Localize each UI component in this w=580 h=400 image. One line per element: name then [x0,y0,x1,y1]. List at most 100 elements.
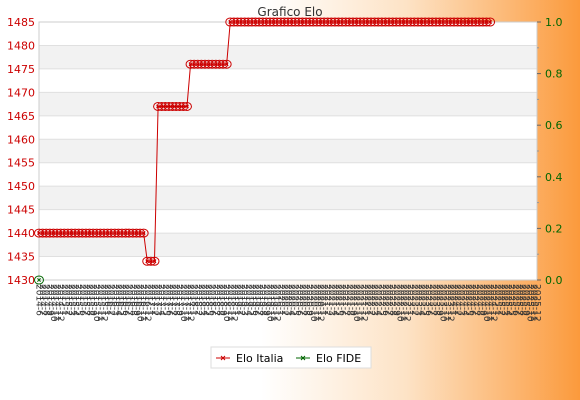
data-point [376,17,387,27]
x-tick-label: 2023-5 [420,284,430,316]
data-point [225,17,236,27]
data-point [329,17,340,27]
data-point [398,17,409,27]
x-tick-label: 2020-4 [286,284,296,316]
data-point [239,17,250,27]
x-tick-label: 2024-5 [463,284,473,316]
x-tick-label: 2015-2 [62,284,72,316]
x-tick-label: 2022-2 [366,284,376,316]
x-tick-label: 2022-5 [376,284,386,316]
data-point [250,17,261,27]
data-point [171,101,182,111]
grid-band [39,186,537,210]
data-point [467,17,478,27]
data-point [373,17,384,27]
data-point [347,17,358,27]
x-tick-label: 2025-4 [503,284,513,316]
x-tick-label: 2018-5 [203,284,213,316]
legend-swatch-marker [220,355,226,361]
x-tick-label: 2024-12 [488,284,498,322]
x-tick-label: 2016-4 [113,284,123,316]
x-tick-label: 2018-12 [228,284,238,322]
x-tick-label: 2025-3 [499,284,509,316]
x-tick-label: 2024-9 [477,284,487,316]
data-point [430,17,441,27]
data-point [120,228,131,238]
x-tick-label: 2025-11 [528,284,538,322]
data-point [232,17,243,27]
data-point [384,17,395,27]
x-tick-label: 2015-6 [77,284,87,316]
data-point [286,17,297,27]
x-tick-label: 2020-10 [308,284,318,322]
x-tick-label: 2025-6 [510,284,520,316]
data-point [301,17,312,27]
x-tick-label: 2016-11 [138,284,148,322]
x-tick-label: 2017-11 [181,284,191,322]
data-point [366,17,376,27]
data-point [358,17,369,27]
data-point [344,17,355,27]
data-point [221,59,232,69]
x-tick-label: 2022-12 [402,284,412,322]
data-point [66,228,77,238]
x-tick-label: 2023-9 [434,284,444,316]
data-point [326,17,337,27]
data-point [275,17,286,27]
x-tick-label: 2018-4 [200,284,210,316]
data-point [98,228,109,238]
x-tick-label: 2025-12 [532,284,542,322]
data-point [41,228,52,238]
data-point [405,17,416,27]
x-tick-label: 2018-7 [210,284,220,316]
data-point [380,17,391,27]
x-tick-label: 2016-9 [131,284,141,316]
data-point [264,17,275,27]
data-point [44,228,55,238]
grid-band [39,92,537,116]
left-axis: 1430 1435 1440 1445 1450 1455 1460 1465 1470 1475… [7,16,35,287]
right-tick-label: 0.2 [545,222,563,235]
x-tick-label: 2022-6 [380,284,390,316]
x-tick-label: 2020-12 [315,284,325,322]
x-tick-label: 2024-8 [474,284,484,316]
x-tick-label: 2016-2 [106,284,116,316]
data-point-cross [152,259,157,264]
x-tick-label: 2016-5 [117,284,127,316]
x-tick-label: 2021-8 [344,284,354,316]
x-tick-label: 2020-8 [301,284,311,316]
x-tick-label: 2025-1 [492,284,502,316]
x-tick-label: 2014-12 [55,284,65,322]
data-point [333,17,344,27]
x-tick-label: 2021-3 [326,284,336,316]
x-tick-label: 2021-10 [351,284,361,322]
x-tick-label: 2016-7 [124,284,134,316]
data-point [272,17,283,27]
x-tick-label: 2018-3 [196,284,206,316]
data-point [438,17,449,27]
data-point [412,17,423,27]
data-point [322,17,333,27]
data-point [243,17,254,27]
data-point [178,101,189,111]
right-tick-label: 1.0 [545,16,563,29]
data-point [214,59,225,69]
x-tick-label: 2017-7 [167,284,177,316]
data-point [355,17,366,27]
data-point [142,256,153,266]
data-point [409,17,420,27]
data-point [106,228,117,238]
x-tick-label: 2025-10 [524,284,534,322]
data-point-cross [224,62,229,67]
x-tick-label: 2016-10 [135,284,145,322]
data-point [308,17,319,27]
x-tick-label: 2015-8 [84,284,94,316]
right-tick-label: 0.6 [545,119,563,132]
data-point [283,17,293,27]
left-tick-label: 1485 [7,16,35,29]
x-tick-label: 2023-3 [412,284,422,316]
data-point [192,59,203,69]
data-point [279,17,290,27]
right-tick-label: 0.8 [545,68,563,81]
